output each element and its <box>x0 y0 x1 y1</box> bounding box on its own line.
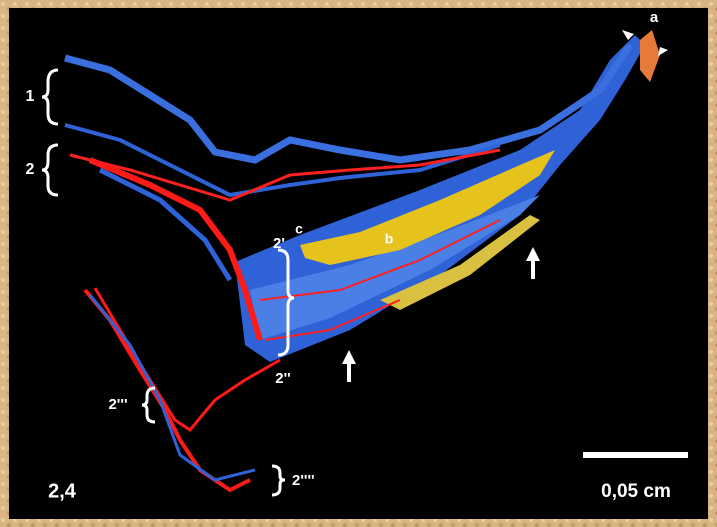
label: b <box>385 231 394 247</box>
label: 2 <box>26 161 35 178</box>
label: 2'' <box>275 370 290 387</box>
figure: 1 2 2' 2'' 2''' 2'''' a b c 2,4 0,05 cm <box>0 0 717 527</box>
label: a <box>650 9 659 26</box>
label: 2'''' <box>292 472 315 489</box>
label: c <box>295 221 303 237</box>
scale-label: 0,05 cm <box>601 481 671 502</box>
label: 1 <box>26 88 35 105</box>
panel-label: 2,4 <box>48 480 77 502</box>
label: 2' <box>273 235 285 252</box>
scale-bar <box>583 452 688 458</box>
label: 2''' <box>108 396 127 413</box>
